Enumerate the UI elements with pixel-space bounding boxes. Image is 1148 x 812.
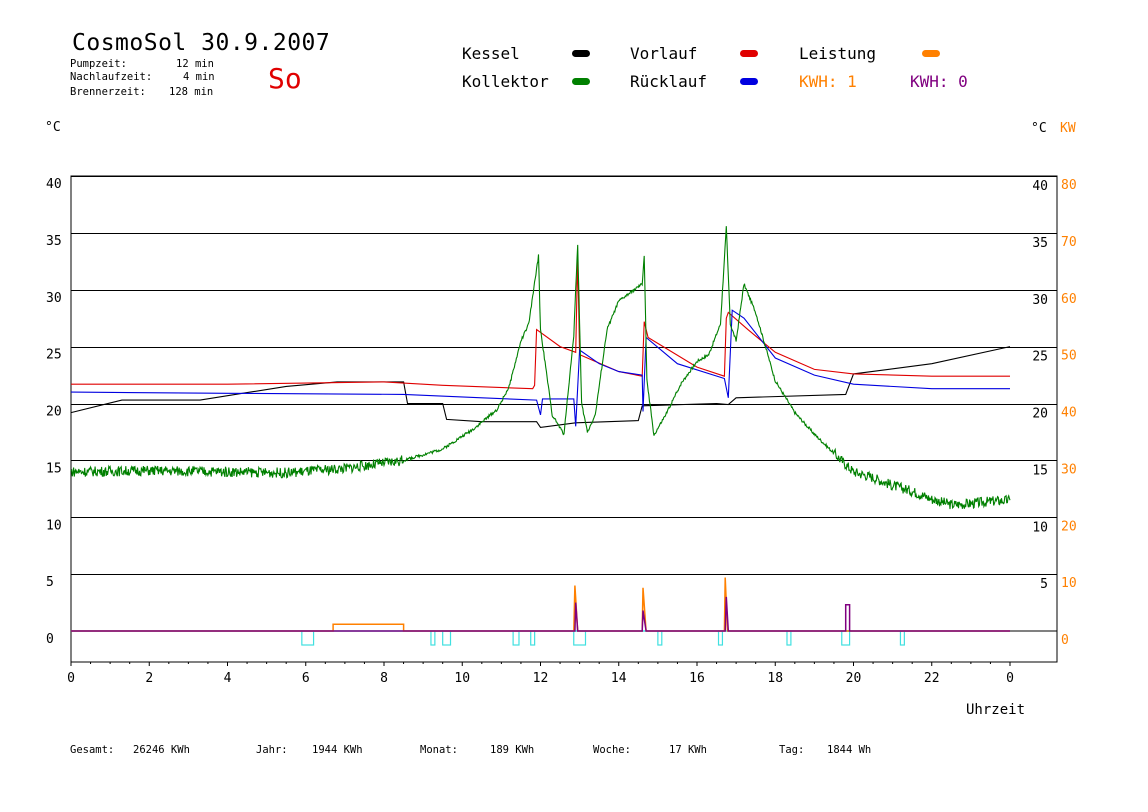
footer-tag-label: Tag: [779, 744, 805, 756]
legend-ruecklauf-label: Rücklauf [630, 72, 708, 91]
legend-kollektor-label: Kollektor [462, 72, 549, 91]
footer-gesamt-value: 26246 KWh [133, 744, 190, 756]
info-pump-label: Pumpzeit: [70, 58, 127, 70]
x-tick-label-1: 2 [145, 671, 153, 686]
pump-pulse-6 [657, 630, 663, 646]
footer-jahr-value: 1944 KWh [312, 744, 363, 756]
y-tick-right-kw-70: 70 [1061, 235, 1077, 250]
left-axis-unit: °C [45, 120, 61, 135]
footer-woche-value: 17 KWh [669, 744, 707, 756]
y-tick-right-kw-50: 50 [1061, 349, 1077, 364]
x-tick-label-7: 14 [611, 671, 627, 686]
x-tick-label-5: 10 [454, 671, 470, 686]
y-tick-right-c-25: 25 [1032, 350, 1048, 365]
y-tick-right-kw-40: 40 [1061, 406, 1077, 421]
y-tick-right-c-40: 40 [1032, 179, 1048, 194]
x-tick-label-12: 0 [1006, 671, 1014, 686]
y-tick-left-40: 40 [46, 177, 62, 192]
y-tick-left-10: 10 [46, 518, 62, 533]
y-tick-right-kw-20: 20 [1061, 519, 1077, 534]
pump-pulse-3 [512, 630, 520, 646]
x-tick-label-4: 8 [380, 671, 388, 686]
legend-vorlauf-swatch [740, 50, 758, 57]
y-tick-right-kw-60: 60 [1061, 292, 1077, 307]
y-tick-right-c-5: 5 [1040, 577, 1048, 592]
x-tick-label-0: 0 [67, 671, 75, 686]
y-tick-right-c-10: 10 [1032, 520, 1048, 535]
footer-monat-label: Monat: [420, 744, 458, 756]
x-tick-label-2: 4 [224, 671, 232, 686]
y-tick-right-c-30: 30 [1032, 293, 1048, 308]
y-tick-right-kw-30: 30 [1061, 462, 1077, 477]
pump-pulse-1 [430, 630, 436, 646]
info-nachlauf-label: Nachlaufzeit: [70, 71, 153, 83]
pump-pulse-7 [717, 630, 724, 646]
x-tick-label-9: 18 [767, 671, 783, 686]
legend-kessel-label: Kessel [462, 44, 520, 63]
x-tick-label-11: 22 [924, 671, 940, 686]
y-tick-right-c-35: 35 [1032, 236, 1048, 251]
pump-pulse-8 [786, 630, 792, 646]
footer-woche-label: Woche: [593, 744, 631, 756]
y-tick-left-20: 20 [46, 405, 62, 420]
info-pump-value: 12 min [176, 58, 214, 70]
footer-gesamt-label: Gesamt: [70, 744, 115, 756]
legend-leistung-swatch [922, 50, 940, 57]
legend-kessel-swatch [572, 50, 590, 57]
plot-frame [70, 175, 1058, 663]
y-tick-left-5: 5 [46, 575, 54, 590]
pump-pulse-0 [301, 630, 315, 646]
x-tick-label-10: 20 [846, 671, 862, 686]
pump-pulse-9 [841, 630, 851, 646]
right-axis-unit-kw: KW [1060, 121, 1076, 136]
weekday-label: So [268, 62, 302, 95]
y-tick-right-c-15: 15 [1032, 463, 1048, 478]
right-axis-unit-c: °C [1031, 121, 1047, 136]
chart-title: CosmoSol 30.9.2007 [72, 30, 331, 56]
legend-ruecklauf-swatch [740, 78, 758, 85]
x-tick-label-8: 16 [689, 671, 705, 686]
series-line-kollektor [70, 226, 1011, 510]
info-nachlauf-value: 4 min [183, 71, 215, 83]
y-tick-left-0: 0 [46, 632, 54, 647]
y-tick-right-c-20: 20 [1032, 407, 1048, 422]
legend-kollektor-swatch [572, 78, 590, 85]
y-tick-left-25: 25 [46, 348, 62, 363]
power-series-0 [71, 577, 1010, 632]
footer-jahr-label: Jahr: [256, 744, 288, 756]
info-brenner-label: Brennerzeit: [70, 86, 146, 98]
pump-pulse-10 [899, 630, 905, 646]
legend-kwh2-label: KWH: 0 [910, 72, 968, 91]
x-tick-label-3: 6 [302, 671, 310, 686]
power-series-1 [71, 596, 1010, 632]
legend-leistung-label: Leistung [799, 44, 877, 63]
y-tick-left-30: 30 [46, 291, 62, 306]
x-tick-label-6: 12 [533, 671, 549, 686]
pump-pulse-2 [442, 630, 452, 646]
info-brenner-value: 128 min [169, 86, 214, 98]
legend-vorlauf-label: Vorlauf [630, 44, 698, 63]
footer-monat-value: 189 KWh [490, 744, 535, 756]
footer-tag-value: 1844 Wh [827, 744, 872, 756]
legend-kwh1-label: KWH: 1 [799, 72, 857, 91]
pump-pulse-4 [530, 630, 536, 646]
y-tick-left-15: 15 [46, 461, 62, 476]
series-line-rcklauf [70, 309, 1010, 427]
pump-pulse-5 [573, 630, 587, 646]
x-axis-label: Uhrzeit [966, 702, 1026, 718]
y-tick-right-kw-10: 10 [1061, 576, 1077, 591]
series-line-kessel [70, 346, 1011, 428]
y-tick-left-35: 35 [46, 234, 62, 249]
y-tick-right-kw-0: 0 [1061, 633, 1069, 648]
y-tick-right-kw-80: 80 [1061, 178, 1077, 193]
